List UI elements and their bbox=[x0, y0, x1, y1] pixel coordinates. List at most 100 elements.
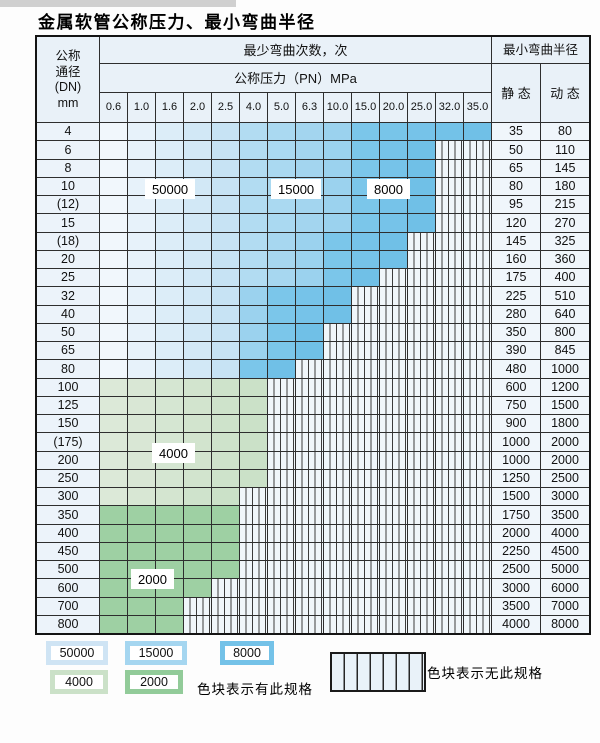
no-spec-cell bbox=[240, 615, 267, 633]
dynamic-radius-cell: 1800 bbox=[541, 415, 589, 433]
legend-label: 50000 bbox=[51, 646, 103, 660]
spec-cell bbox=[128, 488, 155, 506]
spec-cell bbox=[184, 305, 211, 323]
no-spec-cell bbox=[436, 451, 463, 469]
no-spec-cell bbox=[268, 524, 295, 542]
spec-cell bbox=[100, 378, 127, 396]
static-radius-cell: 175 bbox=[492, 269, 540, 287]
spec-cell bbox=[296, 214, 323, 232]
no-spec-cell bbox=[352, 542, 379, 560]
no-spec-cell bbox=[436, 561, 463, 579]
no-spec-cell bbox=[296, 597, 323, 615]
no-spec-cell bbox=[408, 615, 435, 633]
static-radius-cell: 4000 bbox=[492, 615, 540, 633]
spec-cell bbox=[156, 542, 183, 560]
static-radius-cell: 1250 bbox=[492, 469, 540, 487]
spec-cell bbox=[184, 415, 211, 433]
spec-cell bbox=[100, 214, 127, 232]
spec-cell bbox=[408, 214, 435, 232]
no-spec-cell bbox=[240, 488, 267, 506]
no-spec-cell bbox=[324, 433, 351, 451]
spec-cell bbox=[296, 196, 323, 214]
spec-cell bbox=[184, 323, 211, 341]
dynamic-radius-cell: 4500 bbox=[541, 542, 589, 560]
spec-cell bbox=[352, 141, 379, 159]
no-spec-cell bbox=[436, 396, 463, 414]
spec-cell bbox=[296, 250, 323, 268]
no-spec-cell bbox=[352, 597, 379, 615]
pressure-header-cell: 2.5 bbox=[212, 93, 239, 122]
no-spec-cell bbox=[324, 524, 351, 542]
no-spec-cell bbox=[408, 597, 435, 615]
dn-cell: 65 bbox=[37, 342, 99, 360]
no-spec-cell bbox=[464, 396, 491, 414]
no-spec-cell bbox=[380, 287, 407, 305]
dn-cell: 20 bbox=[37, 250, 99, 268]
no-spec-cell bbox=[436, 177, 463, 195]
spec-cell bbox=[184, 378, 211, 396]
no-spec-cell bbox=[464, 159, 491, 177]
spec-cell bbox=[128, 524, 155, 542]
spec-cell bbox=[324, 196, 351, 214]
spec-cell bbox=[128, 123, 155, 141]
spec-cell bbox=[212, 269, 239, 287]
static-radius-cell: 280 bbox=[492, 305, 540, 323]
spec-cell bbox=[408, 159, 435, 177]
no-spec-cell bbox=[464, 232, 491, 250]
spec-cell bbox=[128, 615, 155, 633]
no-spec-cell bbox=[324, 360, 351, 378]
spec-cell bbox=[212, 305, 239, 323]
no-spec-cell bbox=[408, 396, 435, 414]
spec-cell bbox=[128, 287, 155, 305]
spec-cell bbox=[128, 506, 155, 524]
spec-cell bbox=[212, 196, 239, 214]
no-spec-cell bbox=[296, 615, 323, 633]
no-spec-cell bbox=[240, 579, 267, 597]
spec-cell bbox=[100, 561, 127, 579]
spec-cell bbox=[156, 488, 183, 506]
no-spec-cell bbox=[380, 597, 407, 615]
no-spec-cell bbox=[380, 524, 407, 542]
spec-cell bbox=[184, 524, 211, 542]
no-spec-cell bbox=[380, 561, 407, 579]
legend-label: 8000 bbox=[225, 646, 269, 660]
no-spec-cell bbox=[408, 542, 435, 560]
spec-cell bbox=[156, 123, 183, 141]
spec-cell bbox=[268, 342, 295, 360]
spec-cell bbox=[100, 287, 127, 305]
spec-cell bbox=[100, 615, 127, 633]
dn-cell: 50 bbox=[37, 323, 99, 341]
no-spec-cell bbox=[408, 342, 435, 360]
dynamic-radius-cell: 1200 bbox=[541, 378, 589, 396]
no-spec-cell bbox=[408, 323, 435, 341]
spec-cell bbox=[212, 123, 239, 141]
spec-cell bbox=[268, 159, 295, 177]
no-spec-cell bbox=[268, 561, 295, 579]
spec-cell bbox=[128, 542, 155, 560]
no-spec-cell bbox=[380, 396, 407, 414]
spec-cell bbox=[240, 305, 267, 323]
no-spec-cell bbox=[464, 579, 491, 597]
no-spec-cell bbox=[296, 396, 323, 414]
spec-cell bbox=[296, 232, 323, 250]
cycle-count-label-50000: 50000 bbox=[145, 179, 196, 199]
spec-cell bbox=[100, 597, 127, 615]
spec-cell bbox=[324, 159, 351, 177]
no-spec-cell bbox=[464, 269, 491, 287]
spec-cell bbox=[268, 141, 295, 159]
spec-cell bbox=[100, 269, 127, 287]
no-spec-cell bbox=[408, 506, 435, 524]
no-spec-cell bbox=[436, 214, 463, 232]
spec-cell bbox=[100, 159, 127, 177]
spec-cell bbox=[100, 433, 127, 451]
no-spec-cell bbox=[380, 305, 407, 323]
spec-cell bbox=[128, 232, 155, 250]
static-radius-cell: 2250 bbox=[492, 542, 540, 560]
dn-column-header: 公称 通径 (DN) mm bbox=[37, 37, 99, 122]
no-spec-cell bbox=[380, 488, 407, 506]
spec-cell bbox=[156, 250, 183, 268]
no-spec-cell bbox=[352, 524, 379, 542]
static-radius-cell: 120 bbox=[492, 214, 540, 232]
no-spec-cell bbox=[464, 360, 491, 378]
